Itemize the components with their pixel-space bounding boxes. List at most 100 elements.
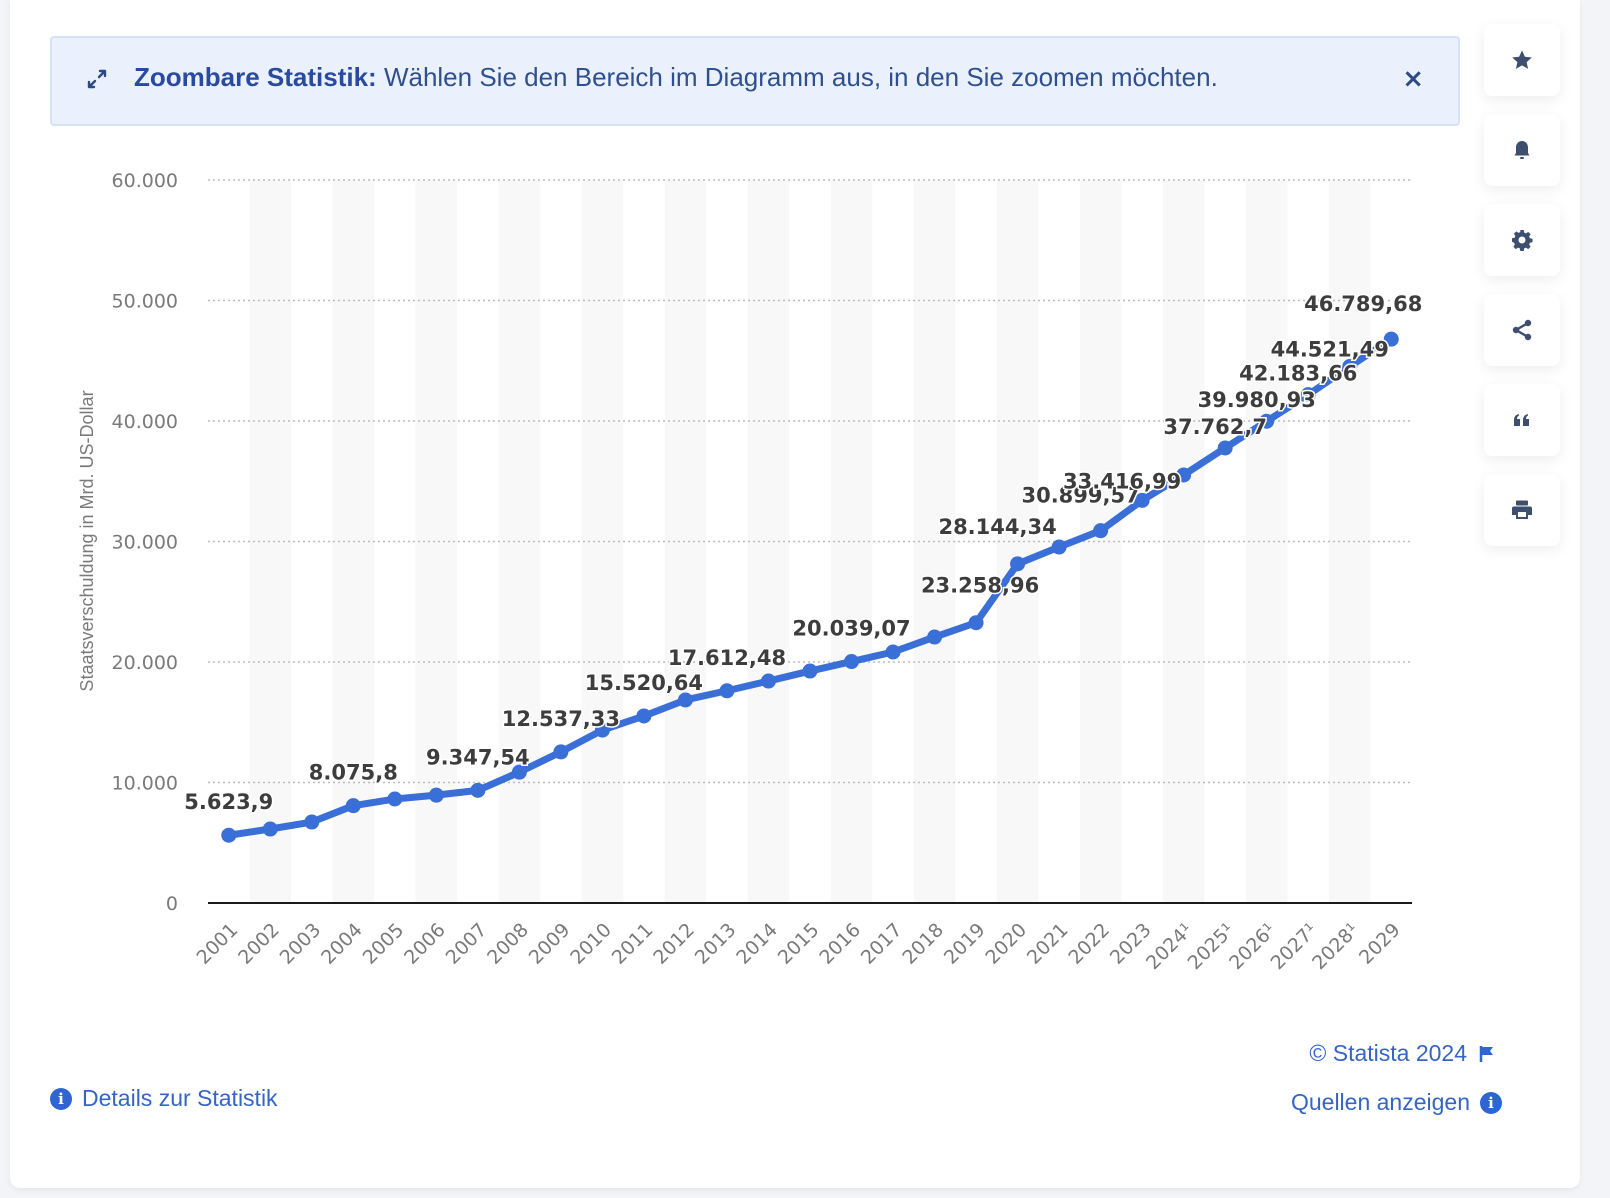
- data-point[interactable]: [553, 744, 569, 760]
- data-label: 5.623,9: [184, 790, 273, 814]
- printer-icon: [1512, 500, 1532, 519]
- data-labels: 5.623,9 8.075,8 9.347,54 12.537,33 15.520,64…: [183, 291, 1424, 816]
- data-point[interactable]: [968, 615, 984, 631]
- data-point[interactable]: [221, 827, 237, 843]
- x-tick-label: 2007: [442, 919, 492, 969]
- x-tick-label: 2005: [359, 919, 409, 969]
- data-point[interactable]: [1010, 556, 1026, 572]
- flag-icon[interactable]: [1479, 1045, 1495, 1063]
- x-tick-label: 2013: [691, 919, 741, 969]
- data-point[interactable]: [304, 814, 320, 830]
- data-point[interactable]: [760, 673, 776, 689]
- copyright-text[interactable]: © Statista 2024: [1309, 1040, 1467, 1066]
- data-point[interactable]: [1300, 387, 1316, 403]
- bell-icon: [1514, 141, 1530, 159]
- data-label: 30.899,57: [1021, 484, 1139, 508]
- share-button[interactable]: [1484, 294, 1560, 366]
- gridlines: [208, 179, 1412, 784]
- x-tick-label: 2008: [483, 919, 533, 969]
- x-tick-label: 2020: [981, 919, 1031, 969]
- column-band: [1245, 180, 1288, 903]
- data-label: 39.980,93: [1198, 388, 1316, 412]
- x-tick-label: 2004: [317, 919, 367, 969]
- data-point[interactable]: [802, 663, 818, 679]
- info-icon: i: [50, 1087, 72, 1110]
- x-tick-label: 2027¹: [1267, 919, 1322, 974]
- details-link[interactable]: i Details zur Statistik: [50, 1085, 278, 1112]
- banner-text: Zoombare Statistik: Wählen Sie den Berei…: [134, 62, 1218, 93]
- x-tick-label: 2010: [566, 919, 616, 969]
- zoom-info-banner: Zoombare Statistik: Wählen Sie den Berei…: [50, 36, 1460, 126]
- data-point[interactable]: [428, 787, 444, 803]
- y-axis-ticks: 0 10.000 20.000 30.000 40.000 50.000 60.000: [112, 170, 178, 915]
- copyright: © Statista 2024: [1309, 1040, 1495, 1067]
- sources-label: Quellen anzeigen: [1290, 1089, 1470, 1115]
- data-point[interactable]: [511, 764, 527, 780]
- y-tick-label: 30.000: [112, 532, 178, 554]
- data-point[interactable]: [1051, 539, 1067, 555]
- column-band: [830, 180, 873, 903]
- data-point[interactable]: [470, 782, 486, 798]
- x-tick-label: 2001: [193, 919, 243, 969]
- data-point[interactable]: [927, 629, 943, 645]
- y-tick-label: 10.000: [112, 773, 178, 795]
- data-point[interactable]: [1342, 359, 1358, 375]
- data-point[interactable]: [387, 791, 403, 807]
- data-point[interactable]: [1134, 492, 1150, 508]
- sources-link[interactable]: Quellen anzeigen i: [1291, 1089, 1502, 1116]
- share-icon: [1512, 319, 1532, 341]
- data-point[interactable]: [1259, 413, 1275, 429]
- data-point[interactable]: [345, 798, 361, 814]
- data-point[interactable]: [1217, 440, 1233, 456]
- x-tick-label: 2006: [400, 919, 450, 969]
- x-tick-label: 2025¹: [1184, 919, 1239, 974]
- data-label: 33.416,99: [1063, 469, 1181, 493]
- column-band: [1079, 180, 1122, 903]
- gear-icon: [1512, 230, 1533, 251]
- data-point[interactable]: [1093, 523, 1109, 539]
- x-tick-label: 2015: [774, 919, 824, 969]
- x-tick-label: 2011: [608, 919, 658, 969]
- data-label: 12.537,33: [502, 707, 620, 731]
- y-tick-label: 20.000: [112, 652, 178, 674]
- x-tick-label: 2016: [815, 919, 865, 969]
- banner-message: Wählen Sie den Bereich im Diagramm aus, …: [376, 62, 1218, 92]
- data-point[interactable]: [885, 644, 901, 660]
- x-tick-label: 2026¹: [1225, 919, 1280, 974]
- x-tick-label: 2014: [732, 919, 782, 969]
- cite-button[interactable]: [1484, 384, 1560, 456]
- data-label: 23.258,96: [921, 574, 1039, 598]
- star-icon: [1512, 50, 1532, 69]
- data-point[interactable]: [719, 683, 735, 699]
- x-tick-label: 2012: [649, 919, 699, 969]
- x-tick-label: 2029: [1355, 919, 1405, 969]
- column-band: [581, 180, 624, 903]
- print-button[interactable]: [1484, 474, 1560, 546]
- debt-line-chart[interactable]: 0 10.000 20.000 30.000 40.000 50.000 60.000 St…: [0, 0, 1440, 1010]
- series-line: [225, 335, 1395, 839]
- data-point[interactable]: [594, 722, 610, 738]
- y-tick-label: 0: [166, 893, 178, 915]
- data-point[interactable]: [677, 692, 693, 708]
- notification-button[interactable]: [1484, 114, 1560, 186]
- settings-button[interactable]: [1484, 204, 1560, 276]
- tool-sidebar: [1484, 24, 1560, 564]
- y-tick-label: 40.000: [112, 411, 178, 433]
- data-label: 37.762,7: [1163, 415, 1267, 439]
- close-banner-button[interactable]: ×: [1402, 64, 1424, 94]
- x-tick-label: 2009: [525, 919, 575, 969]
- banner-title: Zoombare Statistik:: [134, 62, 377, 92]
- data-point[interactable]: [1176, 467, 1192, 483]
- data-point[interactable]: [844, 654, 860, 670]
- x-tick-label: 2019: [940, 919, 990, 969]
- x-tick-label: 2022: [1064, 919, 1114, 969]
- data-point[interactable]: [636, 708, 652, 724]
- y-tick-label: 50.000: [112, 291, 178, 313]
- data-label: 15.520,64: [585, 671, 703, 695]
- data-label: 46.789,68: [1304, 292, 1422, 316]
- data-label: 28.144,34: [938, 515, 1056, 539]
- data-point[interactable]: [262, 821, 278, 837]
- favorite-button[interactable]: [1484, 24, 1560, 96]
- info-icon: i: [1480, 1091, 1502, 1114]
- data-point[interactable]: [1383, 331, 1399, 347]
